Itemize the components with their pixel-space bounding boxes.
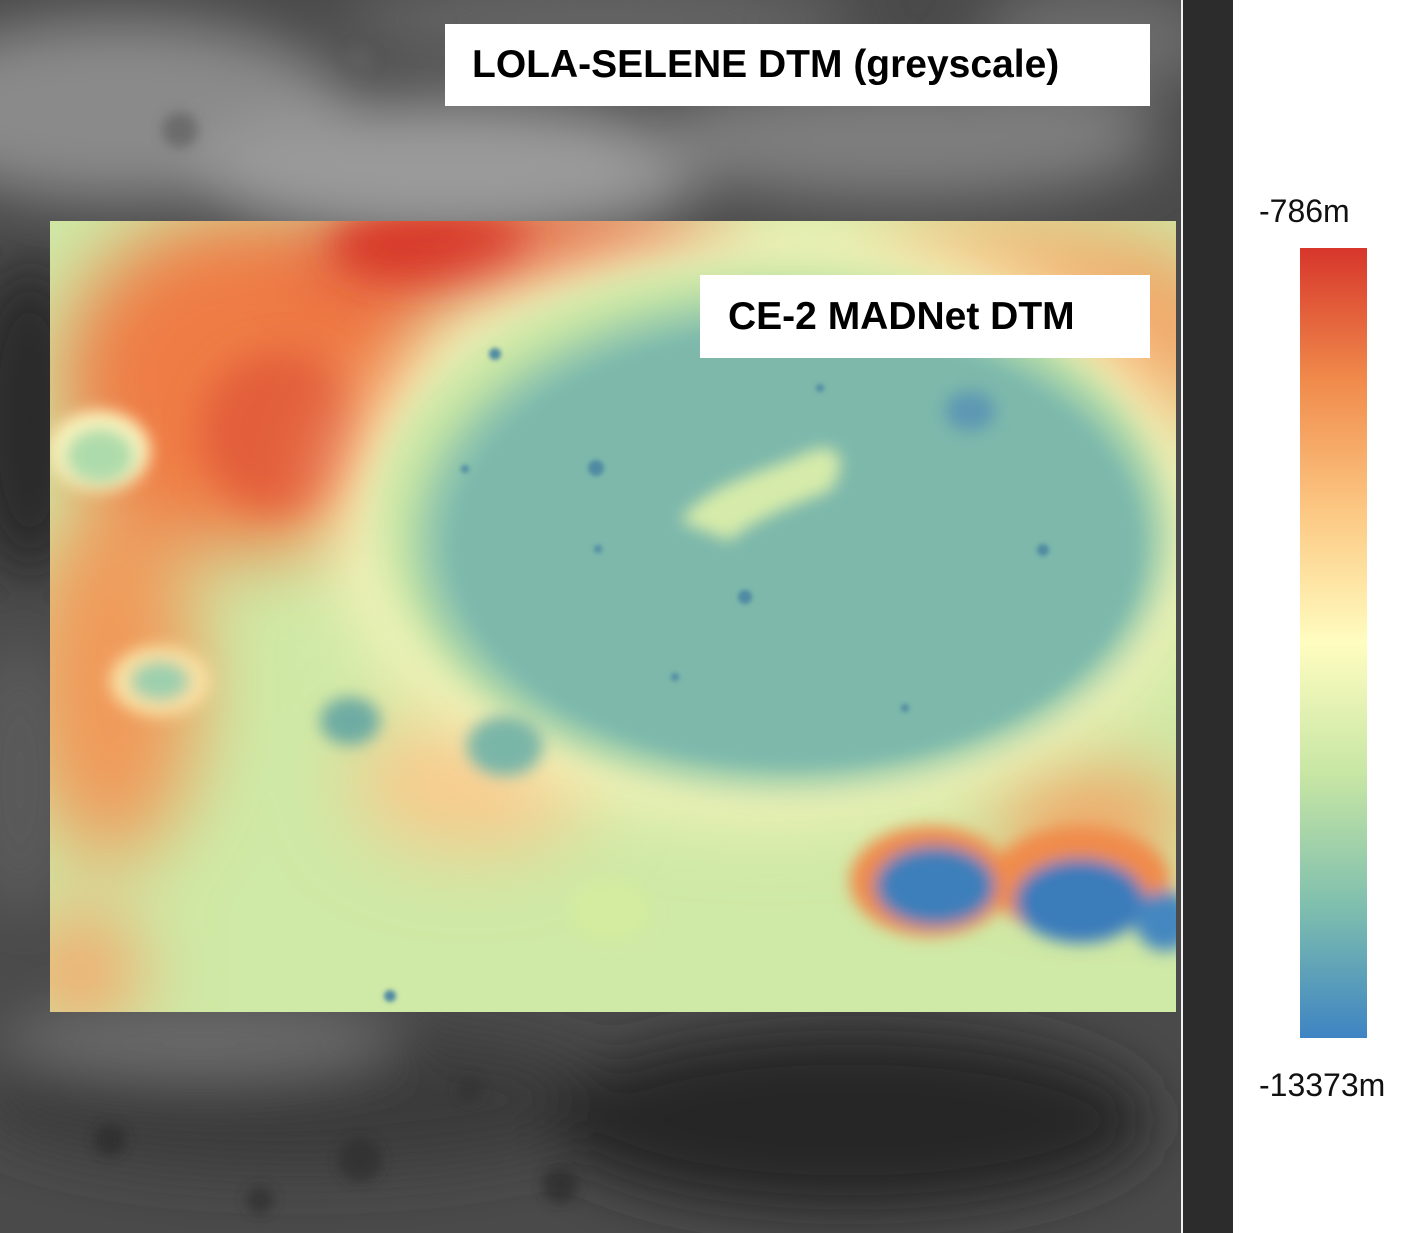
greyscale-dtm-edge <box>1183 0 1233 1233</box>
inset-dtm-label: CE-2 MADNet DTM <box>700 275 1150 358</box>
greyscale-dtm-label-text: LOLA-SELENE DTM (greyscale) <box>472 43 1060 86</box>
greyscale-dtm-label: LOLA-SELENE DTM (greyscale) <box>445 24 1150 106</box>
inset-dtm-label-text: CE-2 MADNet DTM <box>728 294 1075 338</box>
panel-divider <box>1181 0 1183 1233</box>
elevation-colorbar <box>1300 248 1367 1038</box>
legend-min-label: -13373m <box>1259 1067 1386 1103</box>
color-dtm-inset <box>50 221 1176 1012</box>
legend-max-label: -786m <box>1259 193 1350 229</box>
